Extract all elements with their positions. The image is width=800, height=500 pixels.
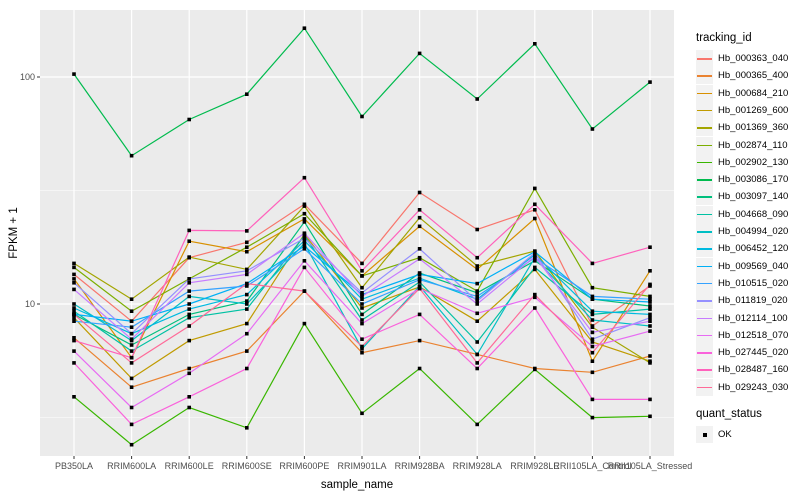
line-key-icon (696, 101, 713, 119)
legend-item-ok-label: OK (718, 429, 732, 440)
legend-item-Hb_002874_110: Hb_002874_110 (696, 136, 788, 154)
y-tick-label: 10 (25, 299, 35, 309)
legend-item-Hb_012518_070: Hb_012518_070 (696, 326, 789, 344)
x-tick-label: RRIM901LA (337, 461, 386, 471)
legend-item-Hb_000363_040: Hb_000363_040 (696, 50, 788, 67)
legend-item-Hb_002902_130: Hb_002902_130 (696, 153, 789, 171)
line-key-icon (696, 344, 713, 362)
x-axis-title: sample_name (320, 479, 394, 491)
legend-item-Hb_004994_020: Hb_004994_020 (696, 223, 788, 240)
legend-title-tracking-id: tracking_id (696, 32, 752, 44)
x-tick-label: RRIM600SE (222, 461, 272, 471)
line-key-icon (696, 171, 713, 189)
line-key-icon (696, 309, 713, 327)
y-tick-label: 100 (20, 72, 35, 82)
legend-item-label: Hb_002902_130 (718, 156, 789, 168)
legend-item-label: Hb_000684_210 (718, 87, 789, 99)
ok-point-icon (696, 426, 713, 443)
line-key-icon (696, 240, 713, 258)
x-tick-label: RRII105LA_Stressed (608, 461, 693, 471)
axes: 100 10 PB350LA RRIM600LA RRIM600LE RRIM600SE R… (20, 72, 692, 471)
legend-item-label: Hb_003097_140 (718, 191, 789, 203)
legend-item-Hb_001269_600: Hb_001269_600 (696, 101, 789, 119)
legend-item-Hb_012114_100: Hb_012114_100 (696, 309, 788, 327)
x-tick-label: RRIM928LE (510, 461, 559, 471)
legend-item-label: Hb_000365_400 (718, 70, 789, 82)
legend-title-quant-status: quant_status (696, 408, 762, 420)
line-key-icon (696, 205, 713, 223)
legend-item-label: Hb_012114_100 (718, 312, 788, 324)
legend-item-label: Hb_010515_020 (718, 277, 789, 289)
x-tick-label: RRII105LA_Control (553, 461, 631, 471)
legend-item-Hb_001369_360: Hb_001369_360 (696, 119, 789, 137)
legend-item-Hb_011819_020: Hb_011819_020 (696, 292, 788, 310)
x-tick-label: RRIM600LA (107, 461, 156, 471)
line-key-icon (696, 292, 713, 310)
plot-panel (40, 10, 674, 456)
line-key-icon (696, 50, 713, 67)
x-tick-label: RRIM600PE (279, 461, 329, 471)
line-key-icon (696, 361, 713, 379)
legend-item-Hb_027445_020: Hb_027445_020 (696, 344, 789, 362)
line-key-icon (696, 119, 713, 137)
legend-item-Hb_004668_090: Hb_004668_090 (696, 205, 789, 223)
legend-item-Hb_000684_210: Hb_000684_210 (696, 84, 789, 102)
legend-item-ok: OK (696, 426, 732, 443)
legend-item-label: Hb_004994_020 (718, 226, 789, 237)
legend-item-Hb_006452_120: Hb_006452_120 (696, 240, 789, 258)
legend-item-label: Hb_012518_070 (718, 329, 789, 341)
legend-item-Hb_003086_170: Hb_003086_170 (696, 171, 789, 189)
legend-item-Hb_000365_400: Hb_000365_400 (696, 67, 789, 85)
legend-item-Hb_010515_020: Hb_010515_020 (696, 274, 789, 292)
legend-panel: tracking_id Hb_000363_040 Hb_000365_400 Hb… (692, 0, 800, 500)
line-key-icon (696, 274, 713, 292)
line-key-icon (696, 188, 713, 206)
line-key-icon (696, 326, 713, 344)
legend-item-label: Hb_003086_170 (718, 174, 789, 186)
line-key-icon (696, 136, 713, 154)
line-key-icon (696, 223, 713, 240)
legend-item-Hb_029243_030: Hb_029243_030 (696, 378, 789, 396)
legend-item-label: Hb_011819_020 (718, 295, 788, 307)
legend-item-label: Hb_001269_600 (718, 104, 789, 116)
legend-item-label: Hb_009569_040 (718, 260, 789, 272)
x-tick-label: RRIM600LE (165, 461, 214, 471)
x-tick-label: RRIM928LA (453, 461, 502, 471)
legend-item-Hb_009569_040: Hb_009569_040 (696, 257, 789, 275)
legend-item-Hb_028487_160: Hb_028487_160 (696, 361, 789, 379)
legend-item-label: Hb_029243_030 (718, 381, 789, 393)
legend-item-label: Hb_027445_020 (718, 347, 789, 359)
legend-item-Hb_003097_140: Hb_003097_140 (696, 188, 789, 206)
legend-item-label: Hb_002874_110 (718, 139, 788, 151)
legend-item-label: Hb_001369_360 (718, 122, 789, 134)
gridlines (40, 10, 674, 456)
legend-item-label: Hb_028487_160 (718, 364, 789, 376)
line-key-icon (696, 67, 713, 85)
line-key-icon (696, 257, 713, 275)
x-tick-label: PB350LA (55, 461, 93, 471)
y-axis-title: FPKM + 1 (8, 207, 20, 259)
legend-item-label: Hb_004668_090 (718, 208, 789, 220)
legend-item-label: Hb_006452_120 (718, 243, 789, 255)
line-key-icon (696, 378, 713, 396)
x-tick-label: RRIM928BA (395, 461, 445, 471)
line-key-icon (696, 153, 713, 171)
line-key-icon (696, 84, 713, 102)
data-points (72, 26, 652, 447)
legend-item-label: Hb_000363_040 (718, 53, 789, 64)
